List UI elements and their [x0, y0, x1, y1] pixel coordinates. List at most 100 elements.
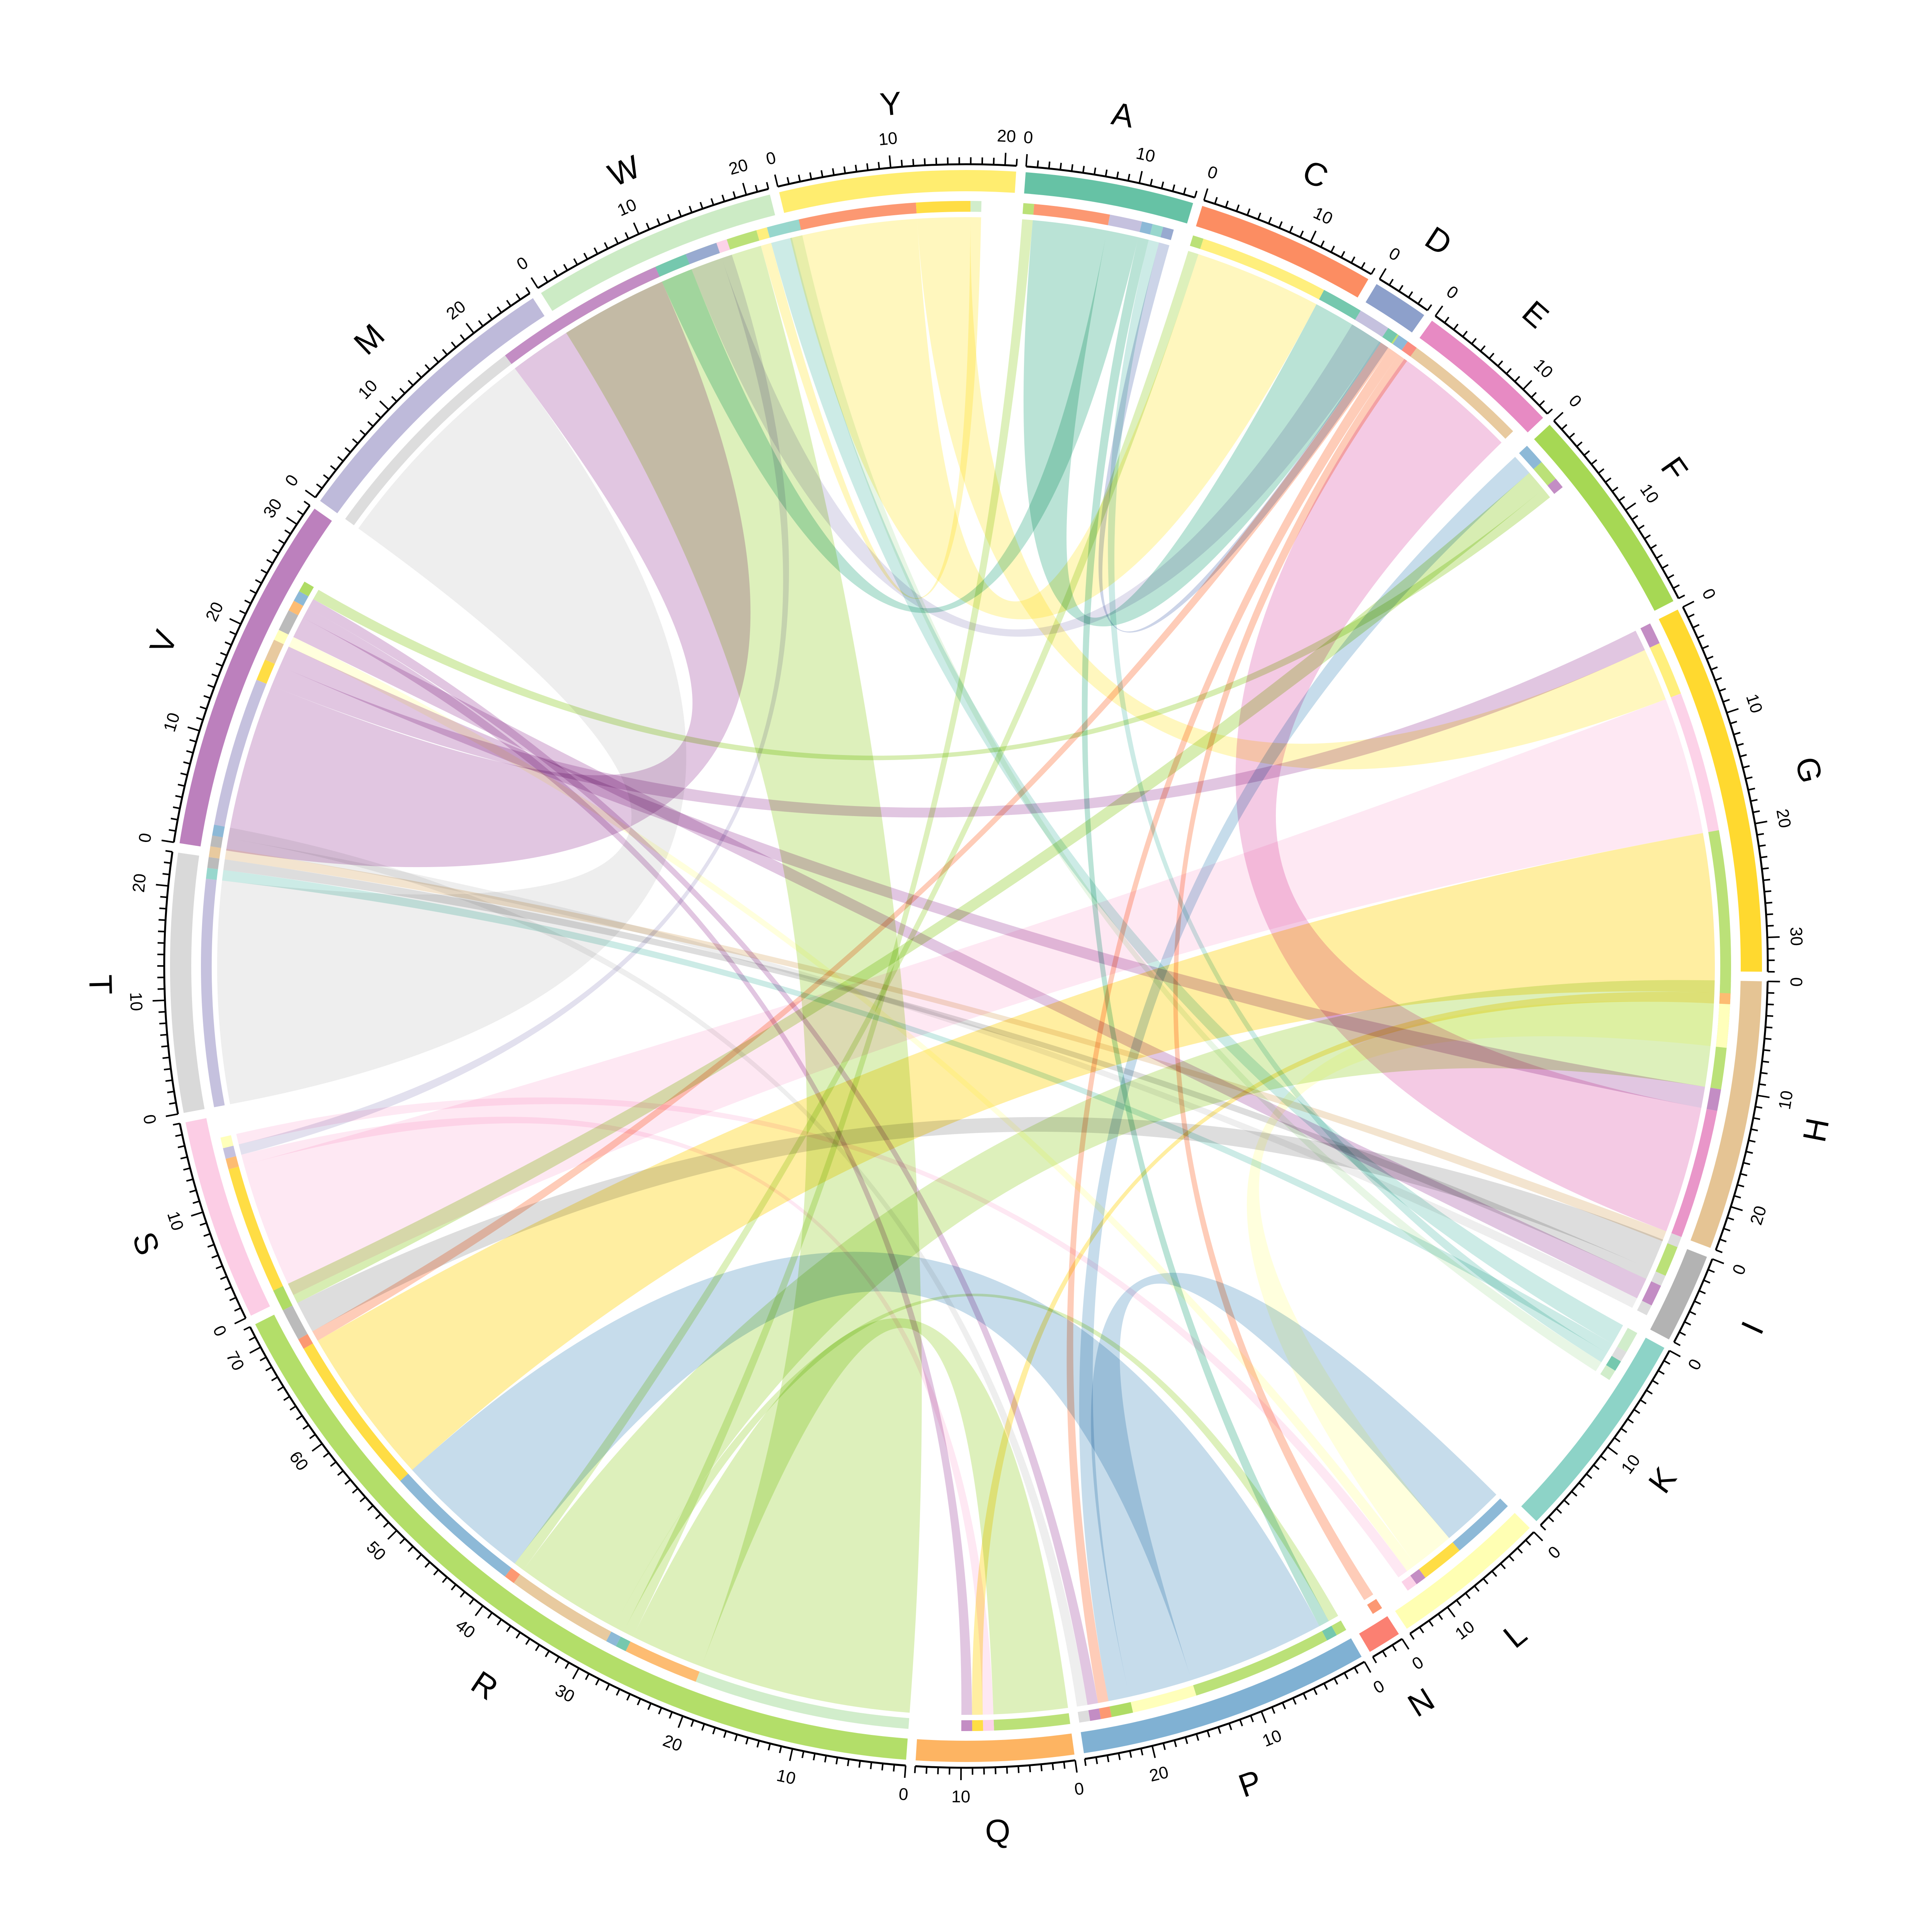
tick-T-19	[160, 896, 167, 898]
tick-S-6	[211, 1254, 219, 1259]
tick-R-21	[668, 1711, 673, 1719]
track-D-from-M-24	[1355, 310, 1389, 337]
track-M-to-S-25	[716, 239, 730, 253]
tick-P-0	[1364, 1661, 1371, 1673]
track-Y-to-C-10	[786, 202, 917, 233]
tick-G-26	[1764, 890, 1772, 893]
track-R-from-P-19	[400, 1473, 512, 1577]
tick-N-0	[1401, 1638, 1410, 1650]
tick-R-25	[626, 1694, 631, 1701]
tick-R-13	[756, 1740, 760, 1748]
tick-A-14	[1183, 187, 1187, 195]
sector-label-A: A	[1109, 95, 1137, 135]
tick-S-0	[234, 1317, 246, 1325]
tick-V-31	[297, 510, 304, 515]
tick-L-13	[1419, 1626, 1424, 1634]
tick-A-2	[1048, 162, 1051, 169]
tick-K-13	[1586, 1473, 1592, 1479]
track-F-to-V-41	[1547, 478, 1563, 494]
tick-R-22	[658, 1707, 662, 1714]
tick-S-2	[229, 1297, 236, 1301]
sector-arc-P	[1081, 1638, 1362, 1753]
tick-M-11	[391, 396, 398, 402]
sector-arc-T	[170, 852, 205, 1113]
tick-F-18	[1673, 584, 1680, 589]
tick-R-50	[387, 1530, 397, 1540]
tick-M-2	[323, 474, 330, 480]
tick-V-0	[161, 839, 174, 843]
tick-P-25	[1095, 1757, 1098, 1764]
tick-F-8	[1612, 486, 1619, 492]
tick-Y-6	[843, 166, 846, 173]
tick-C-7	[1278, 221, 1283, 228]
track-A-to-M-14	[1108, 214, 1142, 232]
tick-label-A-0: 0	[1023, 128, 1034, 148]
axis-T	[163, 852, 179, 1114]
track-R-to-A-2	[616, 1636, 631, 1651]
tick-K-4	[1646, 1389, 1653, 1395]
tick-V-7	[183, 761, 190, 765]
tick-label-E-10: 10	[1530, 355, 1556, 382]
tick-R-63	[296, 1415, 303, 1420]
sector-arc-G	[1658, 609, 1762, 972]
tick-P-18	[1173, 1740, 1177, 1747]
track-R-to-C-5	[505, 1568, 520, 1583]
tick-S-18	[173, 1122, 180, 1126]
tick-D-2	[1398, 285, 1404, 292]
tick-R-8	[813, 1753, 816, 1760]
tick-T-8	[159, 1022, 167, 1025]
tick-label-R-40: 40	[452, 1616, 479, 1642]
tick-L-14	[1409, 1633, 1415, 1640]
axis-P	[1084, 1661, 1365, 1760]
tick-C-5	[1257, 213, 1262, 220]
tick-G-18	[1750, 799, 1758, 802]
tick-D-4	[1417, 298, 1423, 304]
tick-R-23	[647, 1703, 652, 1710]
chord-G-R-22	[318, 833, 1715, 1470]
tick-F-17	[1667, 574, 1674, 579]
tick-K-15	[1571, 1491, 1578, 1497]
tick-label-W-20: 20	[727, 155, 750, 179]
tick-label-H-10: 10	[1775, 1089, 1797, 1111]
tick-G-6	[1711, 666, 1718, 670]
tick-W-14	[678, 209, 682, 217]
track-Y-to-G-11	[916, 201, 971, 214]
tick-C-2	[1225, 201, 1229, 208]
tick-D-5	[1427, 304, 1432, 311]
tick-I-0	[1712, 1258, 1725, 1264]
tick-A-7	[1105, 169, 1108, 177]
tick-P-21	[1140, 1748, 1143, 1755]
tick-Y-1	[786, 177, 790, 184]
chord-R-P-3	[614, 1293, 1338, 1632]
tick-G-24	[1762, 867, 1769, 870]
tick-H-19	[1734, 1195, 1741, 1199]
chord-A-M-14	[662, 230, 1138, 613]
tick-V-24	[255, 579, 262, 584]
tick-E-4	[1471, 338, 1477, 345]
tick-R-54	[359, 1496, 366, 1502]
track-R-to-Q-1	[626, 1641, 700, 1682]
track-S-to-G-17	[228, 1166, 289, 1302]
tick-P-24	[1106, 1755, 1110, 1762]
tick-M-1	[316, 483, 323, 489]
track-C-to-P-27	[1393, 335, 1408, 350]
tick-label-N-0: 0	[1409, 1653, 1427, 1673]
tick-V-2	[170, 818, 178, 821]
tick-V-6	[180, 772, 188, 776]
track-S-to-L-44	[220, 1135, 234, 1148]
track-L-to-V-35	[1410, 1569, 1425, 1585]
tick-R-58	[330, 1461, 337, 1467]
tick-H-12	[1753, 1117, 1760, 1120]
axis-V	[173, 505, 311, 843]
tick-A-9	[1127, 173, 1131, 181]
chord-V-G-8	[271, 631, 1645, 818]
sector-label-Y: Y	[878, 85, 903, 123]
tick-V-10	[187, 726, 200, 732]
tick-E-2	[1453, 323, 1459, 330]
tick-label-S-0: 0	[209, 1323, 230, 1340]
tick-label-M-10: 10	[354, 376, 381, 403]
track-Q-from-G-23	[972, 1720, 983, 1731]
tick-P-19	[1162, 1743, 1166, 1750]
tick-N-3	[1372, 1656, 1377, 1663]
tick-M-22	[487, 313, 493, 320]
